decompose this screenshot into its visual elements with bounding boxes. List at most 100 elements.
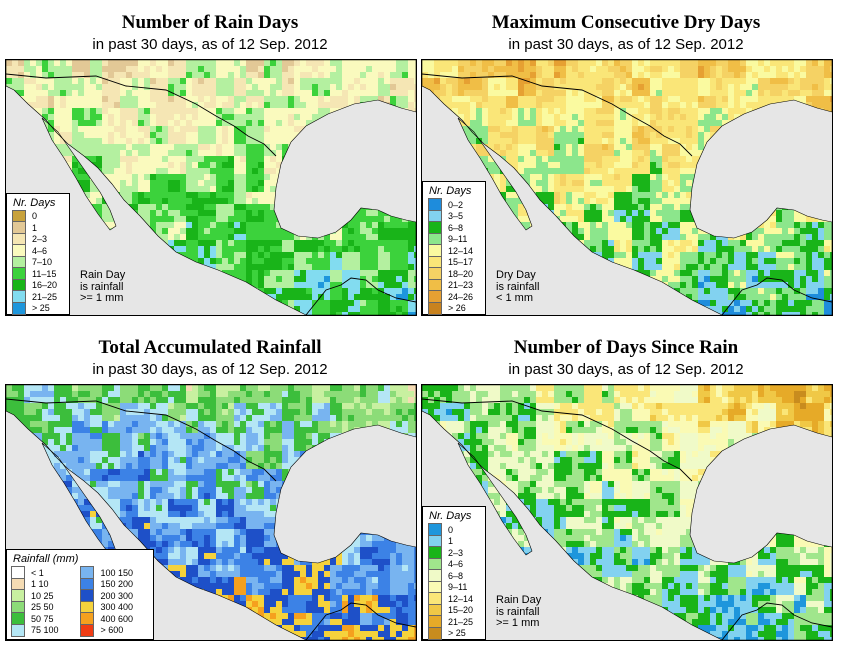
legend-label: > 26 xyxy=(448,303,466,314)
note-line: >= 1 mm xyxy=(80,292,124,304)
legend-item: > 25 xyxy=(423,626,485,640)
legend-label: 21–25 xyxy=(448,616,474,627)
legend-label: 200 300 xyxy=(100,590,134,601)
legend-swatch xyxy=(12,301,26,315)
legend-label: 15–17 xyxy=(448,257,474,268)
note-line: is rainfall xyxy=(496,280,540,293)
panel-title: Number of Rain Days xyxy=(121,12,299,33)
legend-swatch xyxy=(11,623,25,637)
legend-label: 50 75 xyxy=(31,613,54,624)
legend-label: 6–8 xyxy=(448,222,464,233)
legend-swatch xyxy=(80,623,95,637)
panel-subtitle: in past 30 days, as of 12 Sep. 2012 xyxy=(508,36,744,53)
map-rain-days: Nr. Days 0 1 2–3 4–6 7–10 11–15 16–20 21–25 > 25… xyxy=(5,59,417,316)
note-line: Rain Day xyxy=(80,269,126,281)
note-line: is rainfall xyxy=(496,605,540,618)
legend-item: 0–2 xyxy=(423,198,485,212)
panel-title: Maximum Consecutive Dry Days xyxy=(491,12,761,33)
legend-label: 1 xyxy=(448,536,454,547)
map-legend: Nr. Days 0–2 3–5 6–8 9–11 12–14 15–17 18–20 21–… xyxy=(422,181,486,315)
panel-subtitle: in past 30 days, as of 12 Sep. 2012 xyxy=(92,361,328,378)
legend-item: 9–11 xyxy=(423,232,485,246)
legend-item: 0 xyxy=(423,523,485,537)
legend-label: 10 25 xyxy=(31,590,54,601)
map-accum-rainfall: Rainfall (mm) < 1 100 150 1 10 150 200 10 25… xyxy=(5,384,417,641)
country-border xyxy=(305,277,416,315)
legend-item: > 26 xyxy=(423,301,485,315)
legend-label: 3–5 xyxy=(448,211,464,222)
legend-label: < 1 xyxy=(31,567,44,578)
map-legend: Nr. Days 0 1 2–3 4–6 7–10 11–15 16–20 21–25 > 25 xyxy=(6,192,70,315)
legend-label: > 600 xyxy=(100,625,124,636)
legend-title: Rainfall (mm) xyxy=(13,553,79,565)
legend-title: Nr. Days xyxy=(429,185,472,197)
legend-label: 2–3 xyxy=(448,547,464,558)
legend-item: 75 100 xyxy=(11,623,74,637)
country-border xyxy=(6,398,277,482)
note-line: Dry Day xyxy=(496,269,536,281)
map-note: Dry Day is rainfall < 1 mm xyxy=(496,269,540,305)
country-border xyxy=(305,602,416,640)
note-line: Rain Day xyxy=(496,594,542,606)
legend-label: 18–20 xyxy=(448,268,474,279)
legend-label: 1 xyxy=(32,222,38,233)
legend-item: 18–20 xyxy=(423,267,485,281)
note-line: is rainfall xyxy=(80,280,124,293)
legend-item: 100 150 xyxy=(80,566,149,580)
legend-label: 16–20 xyxy=(32,280,58,291)
panel-title: Number of Days Since Rain xyxy=(513,337,739,358)
legend-label: 300 400 xyxy=(100,602,134,613)
country-border xyxy=(721,602,832,640)
legend-label: 0 xyxy=(32,211,38,222)
panel-subtitle: in past 30 days, as of 12 Sep. 2012 xyxy=(508,361,744,378)
legend-label: 2–3 xyxy=(32,234,48,245)
map-land xyxy=(6,60,416,315)
legend-label: 25 50 xyxy=(31,602,54,613)
legend-label: 12–14 xyxy=(448,593,474,604)
legend-swatch xyxy=(428,626,442,640)
legend-label: 400 600 xyxy=(100,613,134,624)
country-border xyxy=(721,277,832,315)
map-land xyxy=(422,60,832,315)
legend-label: 0–2 xyxy=(448,199,464,210)
panel-title: Total Accumulated Rainfall xyxy=(98,337,322,358)
map-note: Rain Day is rainfall >= 1 mm xyxy=(80,269,126,305)
map-note: Rain Day is rainfall >= 1 mm xyxy=(496,594,542,630)
legend-label: 6–8 xyxy=(448,570,464,581)
legend-title: Nr. Days xyxy=(13,196,56,209)
note-line: < 1 mm xyxy=(496,292,533,304)
legend-label: 4–6 xyxy=(448,559,464,570)
country-border xyxy=(422,73,693,157)
legend-label: 150 200 xyxy=(100,579,134,590)
legend-label: 9–11 xyxy=(448,234,468,245)
legend-label: 21–23 xyxy=(448,280,474,291)
legend-item: > 25 xyxy=(7,301,69,315)
legend-item: 1 xyxy=(7,221,69,235)
legend-label: 24–26 xyxy=(448,291,474,302)
legend-label: 12–14 xyxy=(448,245,474,256)
legend-label: 75 100 xyxy=(31,625,59,636)
map-dry-days: Nr. Days 0–2 3–5 6–8 9–11 12–14 15–17 18–20 21–… xyxy=(421,59,833,316)
legend-label: > 25 xyxy=(32,303,50,314)
map-legend: Rainfall (mm) < 1 100 150 1 10 150 200 10 25… xyxy=(6,549,154,640)
legend-label: 9–11 xyxy=(448,582,468,593)
legend-label: 15–20 xyxy=(448,605,474,616)
map-days-since-rain: Nr. Days 0 1 2–3 4–6 6–8 9–11 12–14 15–20 21–25 >… xyxy=(421,384,833,641)
country-border xyxy=(6,73,277,157)
legend-label: > 25 xyxy=(448,628,466,639)
map-land xyxy=(422,385,832,640)
map-legend: Nr. Days 0 1 2–3 4–6 6–8 9–11 12–14 15–20 21–25 >… xyxy=(422,506,486,640)
legend-item: 12–14 xyxy=(423,592,485,606)
legend-title: Nr. Days xyxy=(429,510,472,522)
panel-subtitle: in past 30 days, as of 12 Sep. 2012 xyxy=(92,36,328,53)
legend-label: 11–15 xyxy=(32,268,57,279)
legend-label: 1 10 xyxy=(31,579,49,590)
country-border xyxy=(422,398,693,482)
legend-label: 4–6 xyxy=(32,245,48,256)
legend-label: 7–10 xyxy=(32,257,53,268)
legend-label: 100 150 xyxy=(100,567,134,578)
legend-label: 21–25 xyxy=(32,291,58,302)
legend-label: 0 xyxy=(448,524,454,535)
legend-swatch xyxy=(428,301,442,315)
note-line: >= 1 mm xyxy=(496,617,540,629)
